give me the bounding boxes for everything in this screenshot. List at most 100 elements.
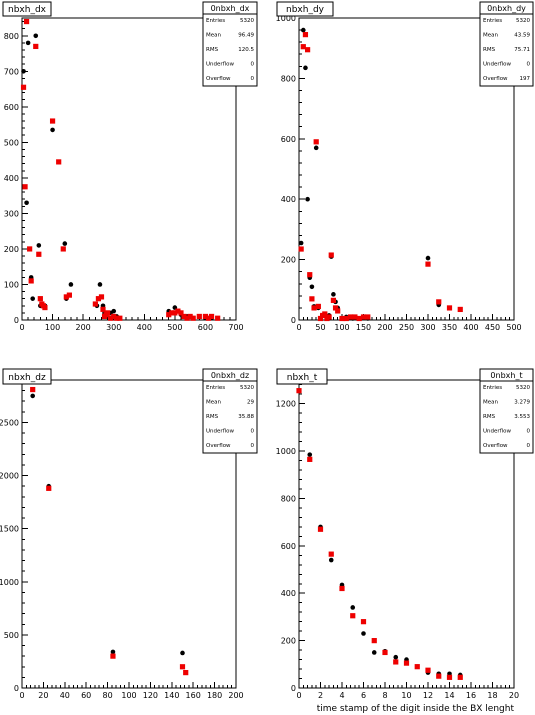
x-tick-label: 8 (382, 691, 387, 700)
stats-label: Underflow (206, 62, 234, 68)
stats-value: 96.49 (238, 33, 254, 39)
y-tick-label: 200 (281, 256, 296, 265)
x-tick-label: 200 (76, 323, 91, 332)
data-point-red (22, 184, 28, 190)
data-point-red (425, 261, 431, 267)
histogram-title-box (2, 368, 52, 385)
stats-frame (202, 1, 258, 87)
x-tick-label: 0 (19, 323, 24, 332)
y-tick-label: 1000 (276, 14, 296, 23)
data-point-black (309, 284, 315, 290)
stats-value: 0 (251, 62, 255, 68)
data-point-red (166, 312, 172, 318)
data-point-red (27, 246, 33, 252)
x-tick-label: 100 (121, 691, 136, 700)
stats-value: 3.279 (514, 400, 530, 406)
data-point-red (457, 306, 463, 313)
stats-label: Mean (206, 400, 221, 406)
x-tick-label: 300 (420, 323, 435, 332)
stats-value: 5320 (240, 385, 254, 391)
data-point-red (46, 485, 52, 491)
data-point-red (184, 315, 190, 321)
x-tick-label: 4 (339, 691, 344, 700)
x-tick-label: 60 (81, 691, 91, 700)
data-point-red (446, 674, 453, 680)
data-point-red (98, 294, 105, 300)
data-point-red (317, 526, 324, 532)
data-point-red (436, 673, 442, 679)
x-tick-label: 450 (485, 323, 500, 332)
stats-label: RMS (483, 47, 496, 53)
histogram-title-box (276, 368, 328, 385)
stats-value: 0 (527, 429, 531, 435)
data-point-black (303, 65, 308, 71)
data-point-red (37, 296, 43, 302)
plot-2: 0 20 40 60 80 100 120 140 160 180 2000500100015002… (0, 368, 258, 700)
x-tick-label: 40 (60, 691, 70, 700)
data-point-red (307, 272, 313, 278)
data-point-red (350, 613, 356, 619)
x-tick-label: 140 (164, 691, 179, 700)
stats-label: RMS (483, 414, 496, 420)
x-tick-label: 600 (198, 323, 213, 332)
y-tick-label: 800 (4, 32, 19, 41)
data-point-black (111, 308, 117, 314)
y-tick-label: 400 (281, 589, 296, 598)
stats-value: 0 (251, 443, 255, 449)
y-tick-label: 700 (4, 67, 19, 76)
x-tick-label: 80 (103, 691, 113, 700)
data-point-red (371, 638, 377, 644)
data-point-red (110, 653, 116, 659)
stats-name: 0nbxh_t (490, 371, 522, 380)
data-point-red (95, 296, 102, 302)
data-point-red (190, 315, 196, 321)
data-point-red (343, 315, 349, 322)
data-point-black (24, 200, 29, 206)
data-point-red (315, 303, 321, 310)
y-tick-label: 0 (291, 316, 296, 325)
data-point-black (21, 68, 26, 74)
y-tick-label: 1200 (276, 400, 296, 409)
y-tick-label: 500 (4, 631, 19, 640)
x-tick-label: 300 (106, 323, 121, 332)
x-tick-label: 100 (334, 323, 349, 332)
data-point-black (62, 241, 68, 246)
stats-value: 5320 (516, 385, 530, 391)
y-tick-label: 0 (14, 684, 19, 693)
data-point-red (202, 313, 209, 320)
x-tick-label: 500 (167, 323, 182, 332)
data-point-red (313, 139, 319, 145)
x-tick-label: 6 (361, 691, 366, 700)
data-point-black (25, 40, 31, 46)
histogram-title-box (276, 1, 334, 17)
data-point-red (326, 314, 332, 320)
data-point-red (28, 278, 34, 284)
data-point-red (208, 313, 215, 320)
y-tick-label: 600 (281, 542, 296, 551)
data-point-red (302, 32, 309, 38)
data-point-red (56, 159, 62, 165)
data-point-red (298, 246, 304, 252)
plot-frame (21, 17, 237, 321)
data-point-black (393, 654, 399, 660)
data-point-red (296, 388, 302, 394)
data-point-red (196, 313, 202, 320)
data-point-red (60, 246, 66, 252)
stats-value: 29 (247, 400, 254, 406)
data-point-red (178, 310, 184, 316)
stats-value: 0 (527, 443, 531, 449)
stats-label: Mean (206, 33, 221, 39)
y-tick-label: 2000 (0, 472, 19, 481)
data-point-black (350, 605, 356, 610)
stats-label: Overflow (483, 76, 508, 82)
data-point-red (205, 315, 212, 321)
x-tick-label: 120 (143, 691, 158, 700)
data-point-red (414, 664, 420, 670)
stats-label: Underflow (483, 429, 511, 435)
stats-label: Entries (483, 385, 502, 391)
y-tick-label: 400 (4, 174, 19, 183)
stats-box: 0nbxh_dy Entries 5320 Mean 43.59 RMS 75.71 Unde… (479, 1, 534, 87)
data-point-red (23, 18, 30, 25)
data-point-black (110, 649, 116, 655)
